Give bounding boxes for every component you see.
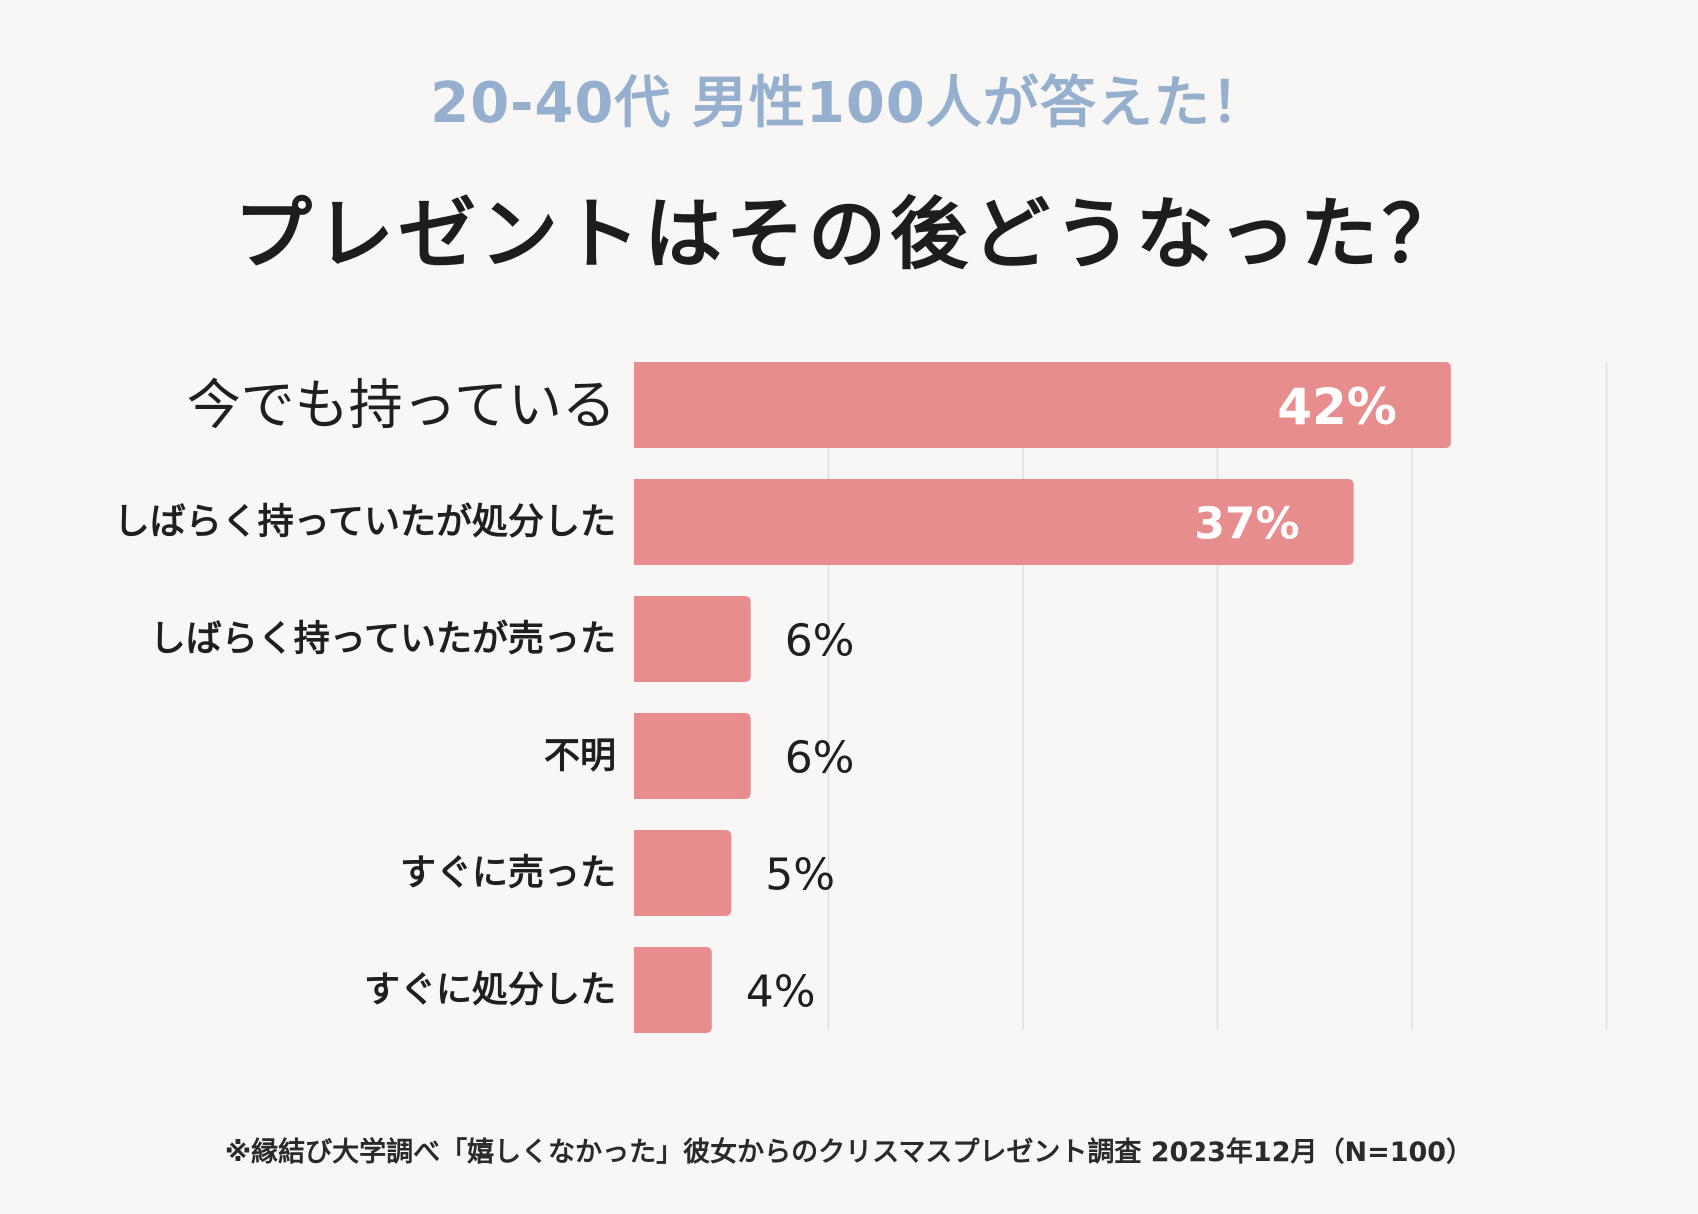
category-label: すぐに処分した: [364, 970, 616, 1011]
label-layer: 今でも持っている 42% しばらく持っていたが処分した 37% しばらく持っていたが売っ…: [114, 374, 1397, 1018]
chart-title: プレゼントはその後どうなった？: [233, 190, 1464, 280]
data-label: 6%: [785, 733, 855, 784]
chart-subtitle: 20-40代 男性100人が答えた！: [430, 71, 1268, 136]
category-label: しばらく持っていたが処分した: [114, 502, 616, 543]
category-label: すぐに売った: [400, 853, 616, 894]
bar: [634, 713, 751, 799]
bar: [634, 479, 1354, 565]
data-label: 42%: [1277, 378, 1397, 436]
bar: [634, 596, 751, 682]
bar: [634, 362, 1451, 448]
data-label: 4%: [746, 967, 816, 1018]
grid-layer: [827, 362, 1608, 1030]
category-label: 不明: [544, 736, 616, 777]
data-label: 5%: [765, 850, 835, 901]
bar-layer: [634, 362, 1451, 1033]
data-label: 6%: [785, 616, 855, 667]
bar: [634, 947, 712, 1033]
bar: [634, 830, 732, 916]
source-footnote: ※縁結び大学調べ「嬉しくなかった」彼女からのクリスマスプレゼント調査 2023年…: [224, 1137, 1474, 1168]
category-label: 今でも持っている: [187, 374, 616, 437]
category-label: しばらく持っていたが売った: [150, 619, 616, 660]
data-label: 37%: [1194, 499, 1299, 550]
